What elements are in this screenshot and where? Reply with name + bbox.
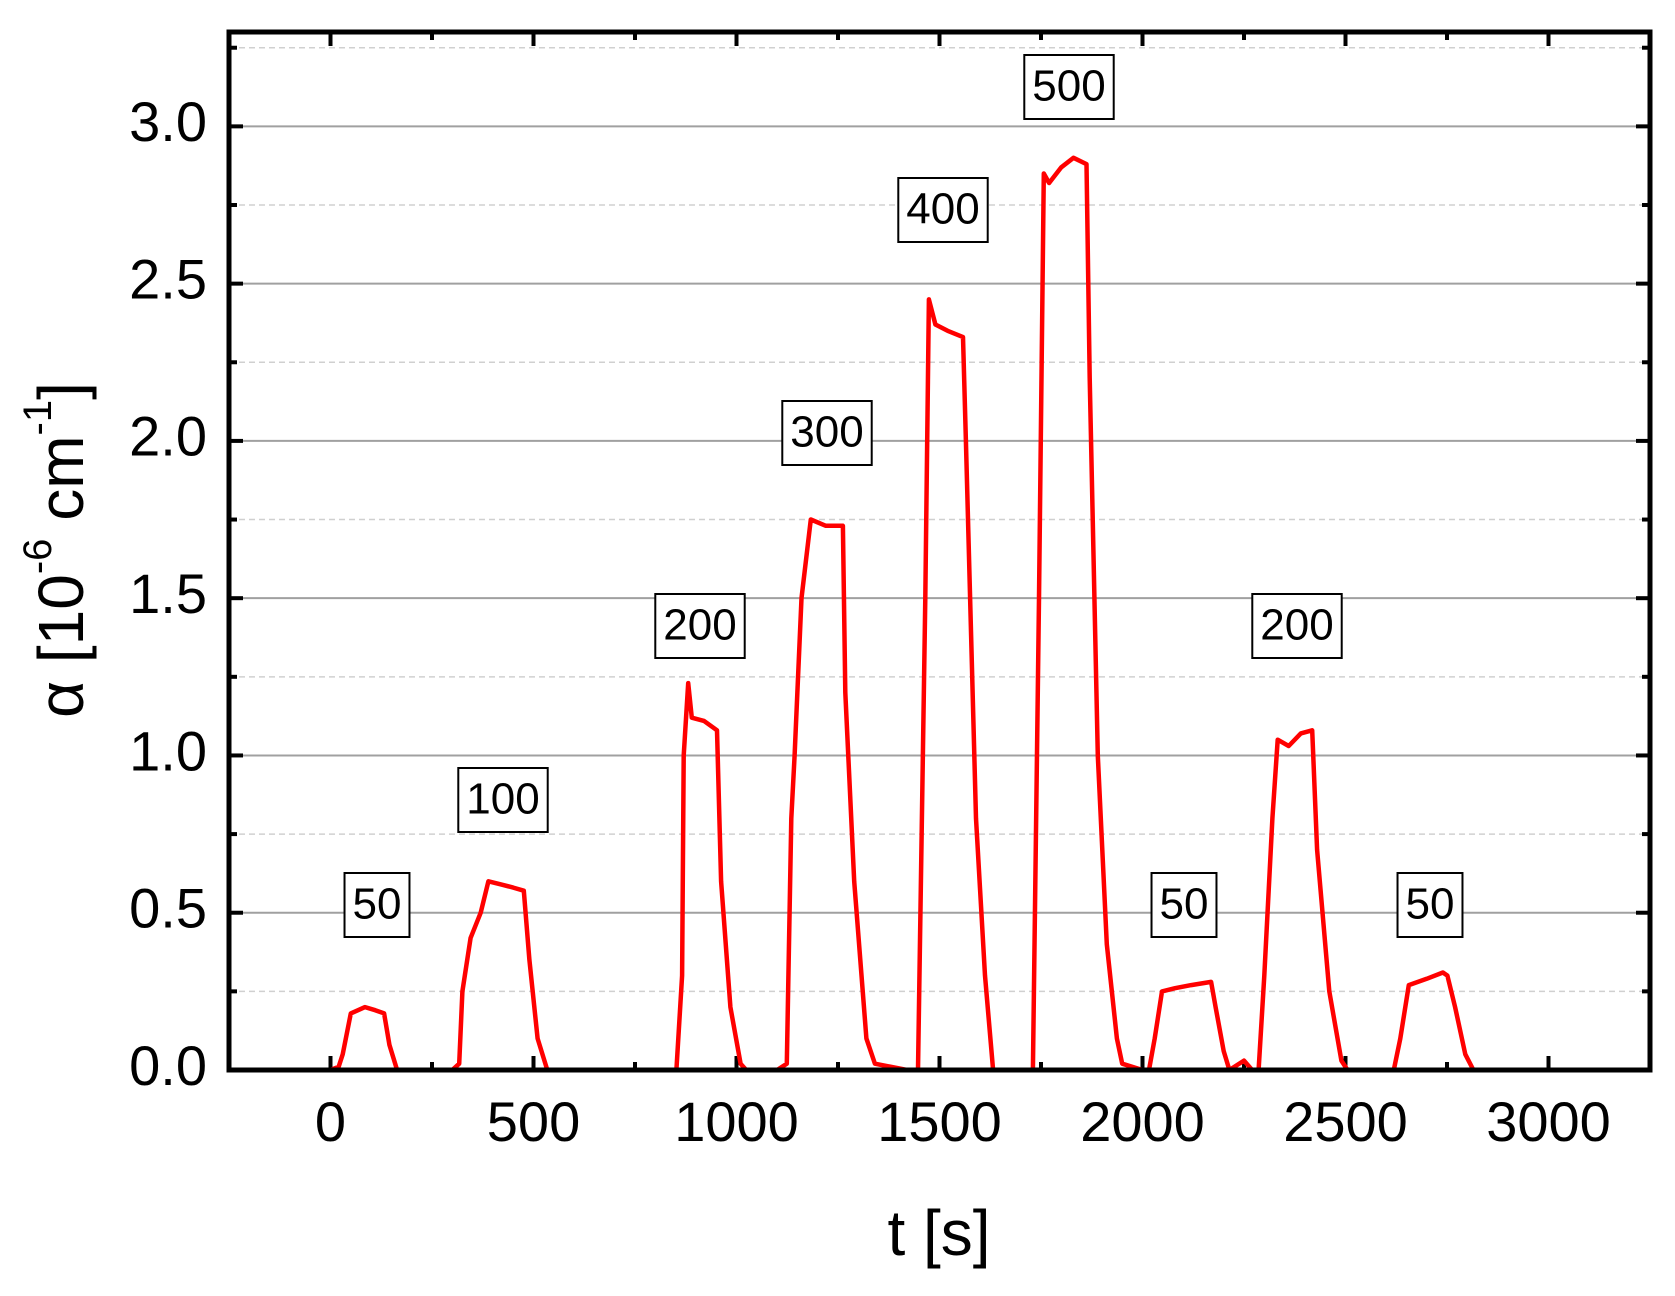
annotation-box xyxy=(1251,593,1343,659)
annotation: 400 xyxy=(906,185,979,234)
x-tick-label: 1000 xyxy=(674,1090,799,1153)
y-tick-label: 1.0 xyxy=(129,719,207,782)
y-tick-label: 1.5 xyxy=(129,562,207,625)
x-tick-label: 0 xyxy=(315,1090,346,1153)
y-axis-label-part: ] xyxy=(25,382,97,400)
annotation: 200 xyxy=(1260,601,1333,650)
annotation-box xyxy=(1150,872,1218,938)
annotation-box xyxy=(897,177,989,243)
x-tick-label: 2000 xyxy=(1080,1090,1205,1153)
y-tick-label: 2.0 xyxy=(129,405,207,468)
y-tick-label: 0.5 xyxy=(129,877,207,940)
x-tick-label: 2500 xyxy=(1283,1090,1408,1153)
y-tick-label: 2.5 xyxy=(129,247,207,310)
annotation-box xyxy=(1396,872,1464,938)
x-tick-label: 1500 xyxy=(877,1090,1002,1153)
annotation-box xyxy=(457,767,549,833)
annotation: 200 xyxy=(663,601,736,650)
annotation-box xyxy=(654,593,746,659)
annotation: 50 xyxy=(353,880,402,929)
annotation: 500 xyxy=(1032,62,1105,111)
annotation-box xyxy=(781,400,873,466)
annotation-box xyxy=(343,872,411,938)
annotation: 100 xyxy=(466,775,539,824)
y-tick-label: 0.0 xyxy=(129,1034,207,1097)
x-axis-label: t [s] xyxy=(887,1197,990,1269)
data-line xyxy=(329,155,1488,1073)
y-axis-label-part: cm xyxy=(25,435,97,538)
annotation: 50 xyxy=(1406,880,1455,929)
y-axis-label-superscript: -6 xyxy=(16,539,60,575)
x-tick-label: 3000 xyxy=(1486,1090,1611,1153)
annotation: 50 xyxy=(1160,880,1209,929)
x-tick-label: 500 xyxy=(487,1090,580,1153)
y-axis-label-superscript: -1 xyxy=(16,400,60,436)
annotation: 300 xyxy=(790,408,863,457)
plot-frame xyxy=(226,29,1653,1073)
y-axis-label: α [10-6 cm-1] xyxy=(16,382,97,718)
y-tick-label: 3.0 xyxy=(129,90,207,153)
y-axis-label-part: α [10 xyxy=(25,574,97,718)
annotation-box xyxy=(1023,54,1115,120)
